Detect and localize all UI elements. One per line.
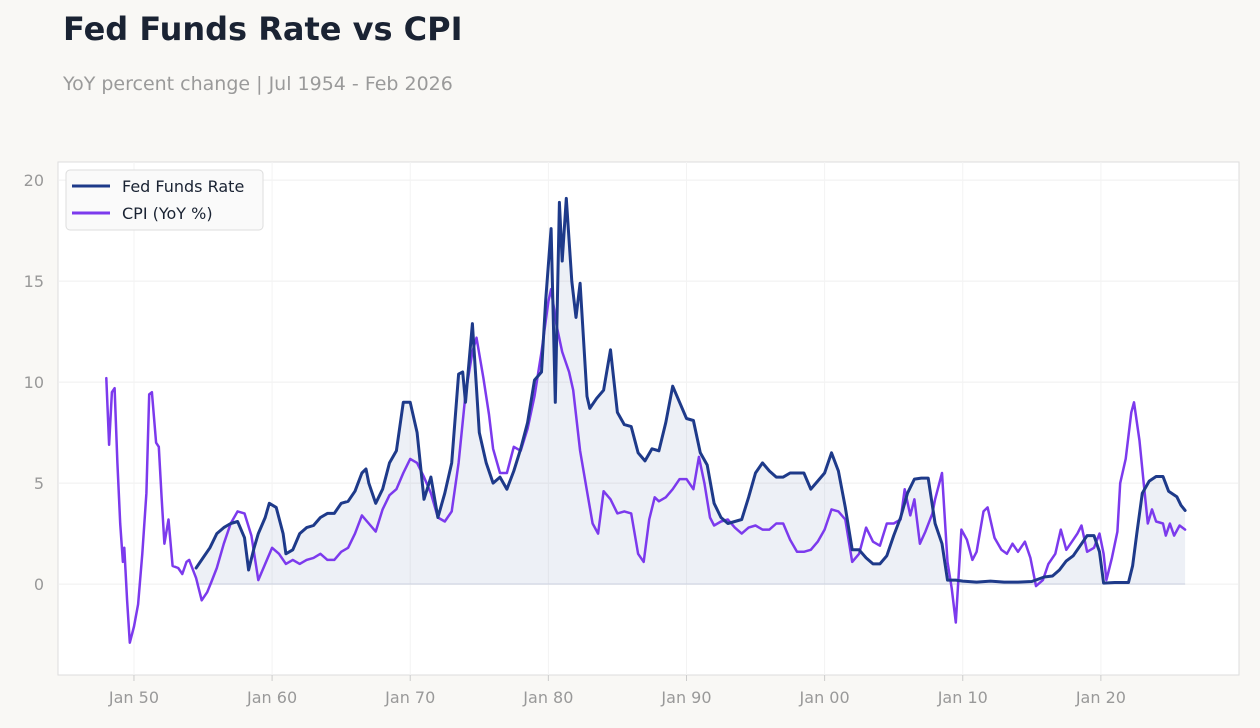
y-tick-label: 15	[24, 272, 44, 291]
x-tick-label: Jan 00	[799, 688, 850, 707]
x-tick-label: Jan 70	[384, 688, 435, 707]
legend: Fed Funds Rate CPI (YoY %)	[65, 169, 264, 231]
series-line-0	[194, 196, 1187, 585]
x-tick-label: Jan 20	[1075, 688, 1126, 707]
legend-label: CPI (YoY %)	[122, 204, 213, 223]
legend-box	[65, 169, 264, 231]
y-axis-ticks: 0 5 10 15 20	[24, 171, 44, 594]
x-tick-label: Jan 80	[522, 688, 573, 707]
x-tick-label: Jan 90	[660, 688, 711, 707]
x-axis-ticks: Jan 50 Jan 60 Jan 70 Jan 80 Jan 90 Jan 00 Jan …	[108, 675, 1126, 707]
plot-area	[57, 161, 1240, 676]
chart-title: Fed Funds Rate vs CPI	[63, 10, 463, 48]
y-tick-label: 0	[34, 575, 44, 594]
chart-subtitle: YoY percent change | Jul 1954 - Feb 2026	[63, 73, 453, 95]
y-tick-label: 10	[24, 373, 44, 392]
y-tick-label: 5	[34, 474, 44, 493]
series-lines	[105, 196, 1187, 644]
series-line-1	[105, 287, 1187, 644]
legend-label: Fed Funds Rate	[122, 177, 244, 196]
x-tick-label: Jan 10	[937, 688, 988, 707]
x-tick-label: Jan 60	[246, 688, 297, 707]
y-tick-label: 20	[24, 171, 44, 190]
x-tick-label: Jan 50	[108, 688, 159, 707]
